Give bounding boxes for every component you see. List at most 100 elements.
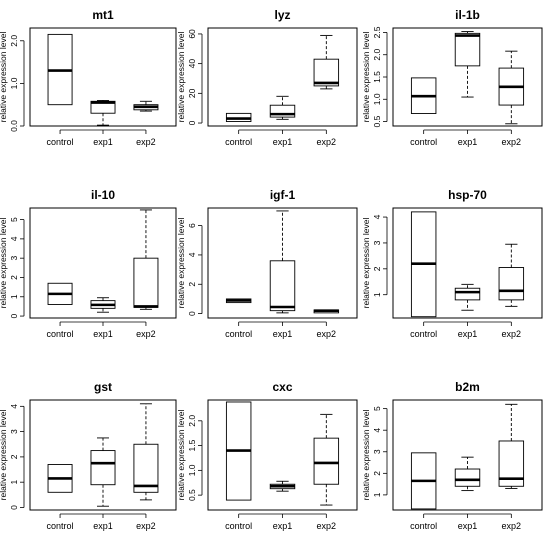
box-body	[269, 104, 296, 118]
box-body	[269, 260, 296, 312]
y-tick-label: 1.5	[187, 439, 197, 451]
x-tick-label: exp2	[136, 521, 156, 531]
box-exp2	[498, 243, 525, 307]
y-axis-label: relative expression level	[176, 218, 186, 309]
x-tick-label: exp1	[93, 137, 113, 147]
x-tick-label: exp1	[93, 329, 113, 339]
boxplot-panel-hsp-70: hsp-70 relative expression level 1 2 3 4 contr…	[361, 188, 543, 339]
y-tick-label: 1.0	[187, 464, 197, 476]
x-tick-label: exp2	[317, 329, 337, 339]
box-control	[47, 282, 73, 305]
plot-frame	[392, 207, 543, 319]
y-axis-label: relative expression level	[0, 218, 8, 309]
box-control	[410, 211, 437, 318]
x-tick-label: control	[47, 329, 74, 339]
box-body	[133, 443, 159, 493]
x-tick-label: control	[47, 137, 74, 147]
y-tick-label: 1	[372, 292, 382, 297]
boxplot-panel-il-1b: il-1b relative expression level 0.5 1.0 1.5 2…	[361, 8, 543, 147]
box-control	[225, 112, 252, 122]
plot-frame	[207, 207, 358, 319]
y-tick-label: 0	[187, 120, 197, 125]
y-tick-label: 3	[372, 449, 382, 454]
y-tick-label: 3	[9, 256, 19, 261]
x-tick-label: exp2	[317, 521, 337, 531]
y-tick-label: 2	[372, 471, 382, 476]
boxplot-panel-cxc: cxc relative expression level 0.5 1.0 1.5 2.0…	[176, 380, 358, 531]
box-control	[410, 452, 437, 510]
box-exp1	[454, 31, 481, 98]
y-tick-label: 0	[187, 311, 197, 316]
box-exp2	[313, 413, 340, 506]
y-tick-label: 1	[9, 480, 19, 485]
x-tick-label: control	[47, 521, 74, 531]
y-axis-label: relative expression level	[176, 410, 186, 501]
x-tick-label: exp2	[502, 329, 522, 339]
box-exp2	[313, 34, 340, 90]
panel-title: mt1	[92, 8, 114, 22]
y-tick-label: 0	[9, 313, 19, 318]
x-tick-label: exp1	[458, 329, 478, 339]
panel-title: il-10	[91, 188, 115, 202]
y-axis-label: relative expression level	[361, 218, 371, 309]
y-axis-label: relative expression level	[0, 410, 8, 501]
y-tick-label: 4	[372, 214, 382, 219]
box-exp1	[90, 297, 116, 313]
box-body	[454, 287, 481, 301]
y-tick-label: 3	[9, 429, 19, 434]
box-exp2	[498, 403, 525, 489]
y-tick-label: 20	[187, 88, 197, 98]
box-control	[410, 77, 437, 114]
box-control	[225, 298, 252, 304]
plot-frame	[29, 27, 177, 127]
box-exp2	[133, 100, 159, 112]
plot-frame	[392, 399, 543, 511]
panel-title: b2m	[455, 380, 480, 394]
box-body	[498, 267, 525, 301]
y-tick-label: 1.0	[372, 93, 382, 105]
y-tick-label: 2.0	[187, 415, 197, 427]
x-tick-label: control	[225, 521, 252, 531]
y-tick-label: 0.5	[187, 489, 197, 501]
box-exp1	[269, 210, 296, 314]
y-tick-label: 6	[187, 223, 197, 228]
box-control	[225, 401, 252, 501]
box-exp2	[313, 309, 340, 314]
y-tick-label: 4	[9, 236, 19, 241]
x-tick-label: control	[410, 329, 437, 339]
plot-frame	[29, 399, 177, 511]
x-tick-label: exp1	[273, 137, 293, 147]
panel-title: il-1b	[455, 8, 480, 22]
y-tick-label: 1.0	[9, 77, 19, 89]
y-tick-label: 4	[187, 252, 197, 257]
boxplot-panel-b2m: b2m relative expression level 1 2 3 4 5 control…	[361, 380, 543, 531]
panel-title: hsp-70	[448, 188, 487, 202]
x-tick-label: exp1	[458, 137, 478, 147]
box-body	[133, 257, 159, 308]
box-control	[47, 33, 73, 106]
box-body	[313, 437, 340, 485]
plot-frame	[29, 207, 177, 319]
x-tick-label: control	[410, 137, 437, 147]
box-exp2	[133, 403, 159, 501]
y-tick-label: 2	[372, 266, 382, 271]
y-tick-label: 5	[372, 406, 382, 411]
y-tick-label: 0.0	[9, 120, 19, 132]
box-exp1	[454, 456, 481, 492]
box-exp1	[269, 95, 296, 120]
y-tick-label: 4	[9, 404, 19, 409]
y-tick-label: 2	[9, 454, 19, 459]
y-tick-label: 2	[187, 282, 197, 287]
y-tick-label: 1	[9, 294, 19, 299]
box-exp1	[269, 480, 296, 492]
panel-title: lyz	[274, 8, 290, 22]
y-tick-label: 2.0	[9, 35, 19, 47]
y-axis-label: relative expression level	[0, 32, 8, 123]
x-tick-label: exp2	[502, 521, 522, 531]
